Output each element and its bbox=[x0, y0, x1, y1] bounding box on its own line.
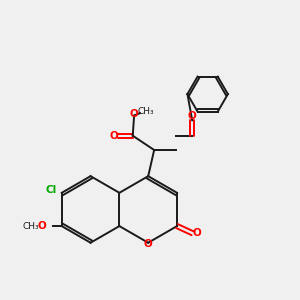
Text: CH₃: CH₃ bbox=[137, 107, 154, 116]
Text: O: O bbox=[193, 228, 202, 238]
Text: O: O bbox=[38, 221, 46, 231]
Text: O: O bbox=[144, 239, 153, 249]
Text: O: O bbox=[130, 109, 138, 119]
Text: O: O bbox=[110, 131, 118, 141]
Text: Cl: Cl bbox=[45, 185, 57, 195]
Text: O: O bbox=[188, 110, 197, 121]
Text: CH₃: CH₃ bbox=[22, 222, 39, 231]
